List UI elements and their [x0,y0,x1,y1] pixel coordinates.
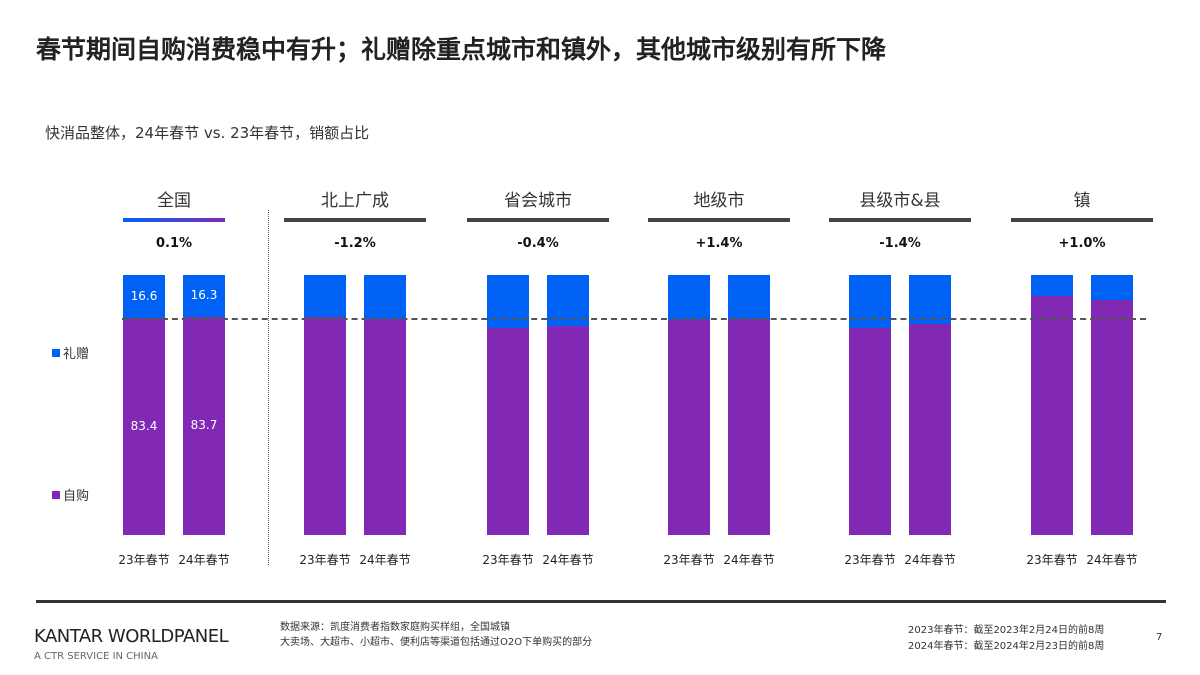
source-note-2: 大卖场、大超市、小超市、便利店等渠道包括通过O2O下单购买的部分 [280,637,593,648]
bar-segment-gift [364,275,406,319]
data-label-self: 83.4 [130,418,158,433]
reference-dashed-line [122,318,1146,320]
group-underline [123,218,225,222]
x-tick-label: 24年春节 [542,553,594,567]
group-underline [467,218,609,222]
group-underline [829,218,971,222]
bar-segment-gift [668,275,710,320]
x-tick-label: 24年春节 [1086,553,1138,567]
bar-segment-gift [1091,275,1133,300]
x-tick-label: 24年春节 [359,553,411,567]
legend-swatch-gift [52,348,60,357]
group-change-label: -1.2% [334,236,376,251]
group-label: 北上广成 [321,191,389,211]
logo-subtitle: A CTR SERVICE IN CHINA [34,651,158,662]
bar-segment-self [909,323,951,535]
group-label: 县级市&县 [859,191,941,211]
bar-segment-self [1031,296,1073,535]
group-change-label: -0.4% [517,236,559,251]
legend-item-gift: 礼赠 [52,343,89,362]
source-note-1: 数据来源：凯度消费者指数家庭购买样组，全国城镇 [280,622,510,633]
group-change-label: 0.1% [155,236,193,251]
legend-label-self: 自购 [63,489,90,504]
x-tick-label: 24年春节 [723,553,775,567]
divider-dotted [268,210,269,565]
bar-segment-self [487,328,529,535]
chart-subtitle: 快消品整体，24年春节 vs. 23年春节，销额占比 [45,124,370,142]
page-number: 7 [1156,632,1163,643]
bar-segment-self [547,325,589,535]
x-tick-label: 23年春节 [118,553,170,567]
bar-segment-self [304,317,346,535]
group-underline [1011,218,1153,222]
x-tick-label: 23年春节 [482,553,534,567]
legend-swatch-self [52,490,60,499]
bar-segment-self [849,328,891,535]
bar-segment-gift [849,275,891,329]
group-label: 全国 [157,191,191,211]
page-title: 春节期间自购消费稳中有升；礼赠除重点城市和镇外，其他城市级别有所下降 [36,35,887,64]
kantar-logo: KANTAR WORLDPANEL [34,626,229,647]
x-tick-label: 24年春节 [904,553,956,567]
bar-segment-gift [728,275,770,319]
legend-item-self: 自购 [52,485,89,504]
bar-segment-gift [123,275,165,319]
x-tick-label: 24年春节 [178,553,230,567]
bar-segment-gift [909,275,951,324]
bar-segment-self [1091,299,1133,535]
group-change-label: -1.4% [879,236,921,251]
x-tick-label: 23年春节 [299,553,351,567]
bar-segment-gift [183,275,225,318]
bar-segment-self [668,319,710,535]
bar-segment-self [183,317,225,535]
bar-segment-self [728,318,770,535]
group-underline [648,218,790,222]
bar-segment-gift [304,275,346,318]
group-underline [284,218,426,222]
x-tick-label: 23年春节 [663,553,715,567]
period-note-1: 2023年春节：截至2023年2月24日的前8周 [908,625,1105,636]
bar-segment-gift [487,275,529,329]
x-tick-label: 23年春节 [1026,553,1078,567]
group-label: 地级市 [693,191,745,211]
x-tick-label: 23年春节 [844,553,896,567]
group-label: 镇 [1073,191,1091,211]
group-change-label: +1.4% [695,236,743,251]
bar-segment-self [123,318,165,535]
footer-rule [36,600,1166,603]
bar-segment-gift [547,275,589,326]
data-label-self: 83.7 [190,418,218,433]
legend-label-gift: 礼赠 [63,347,90,362]
data-label-gift: 16.6 [130,288,158,303]
bar-segment-gift [1031,275,1073,297]
bar-segment-self [364,318,406,535]
group-label: 省会城市 [504,191,572,211]
period-note-2: 2024年春节：截至2024年2月23日的前8周 [908,641,1105,652]
group-change-label: +1.0% [1058,236,1106,251]
data-label-gift: 16.3 [190,288,218,303]
